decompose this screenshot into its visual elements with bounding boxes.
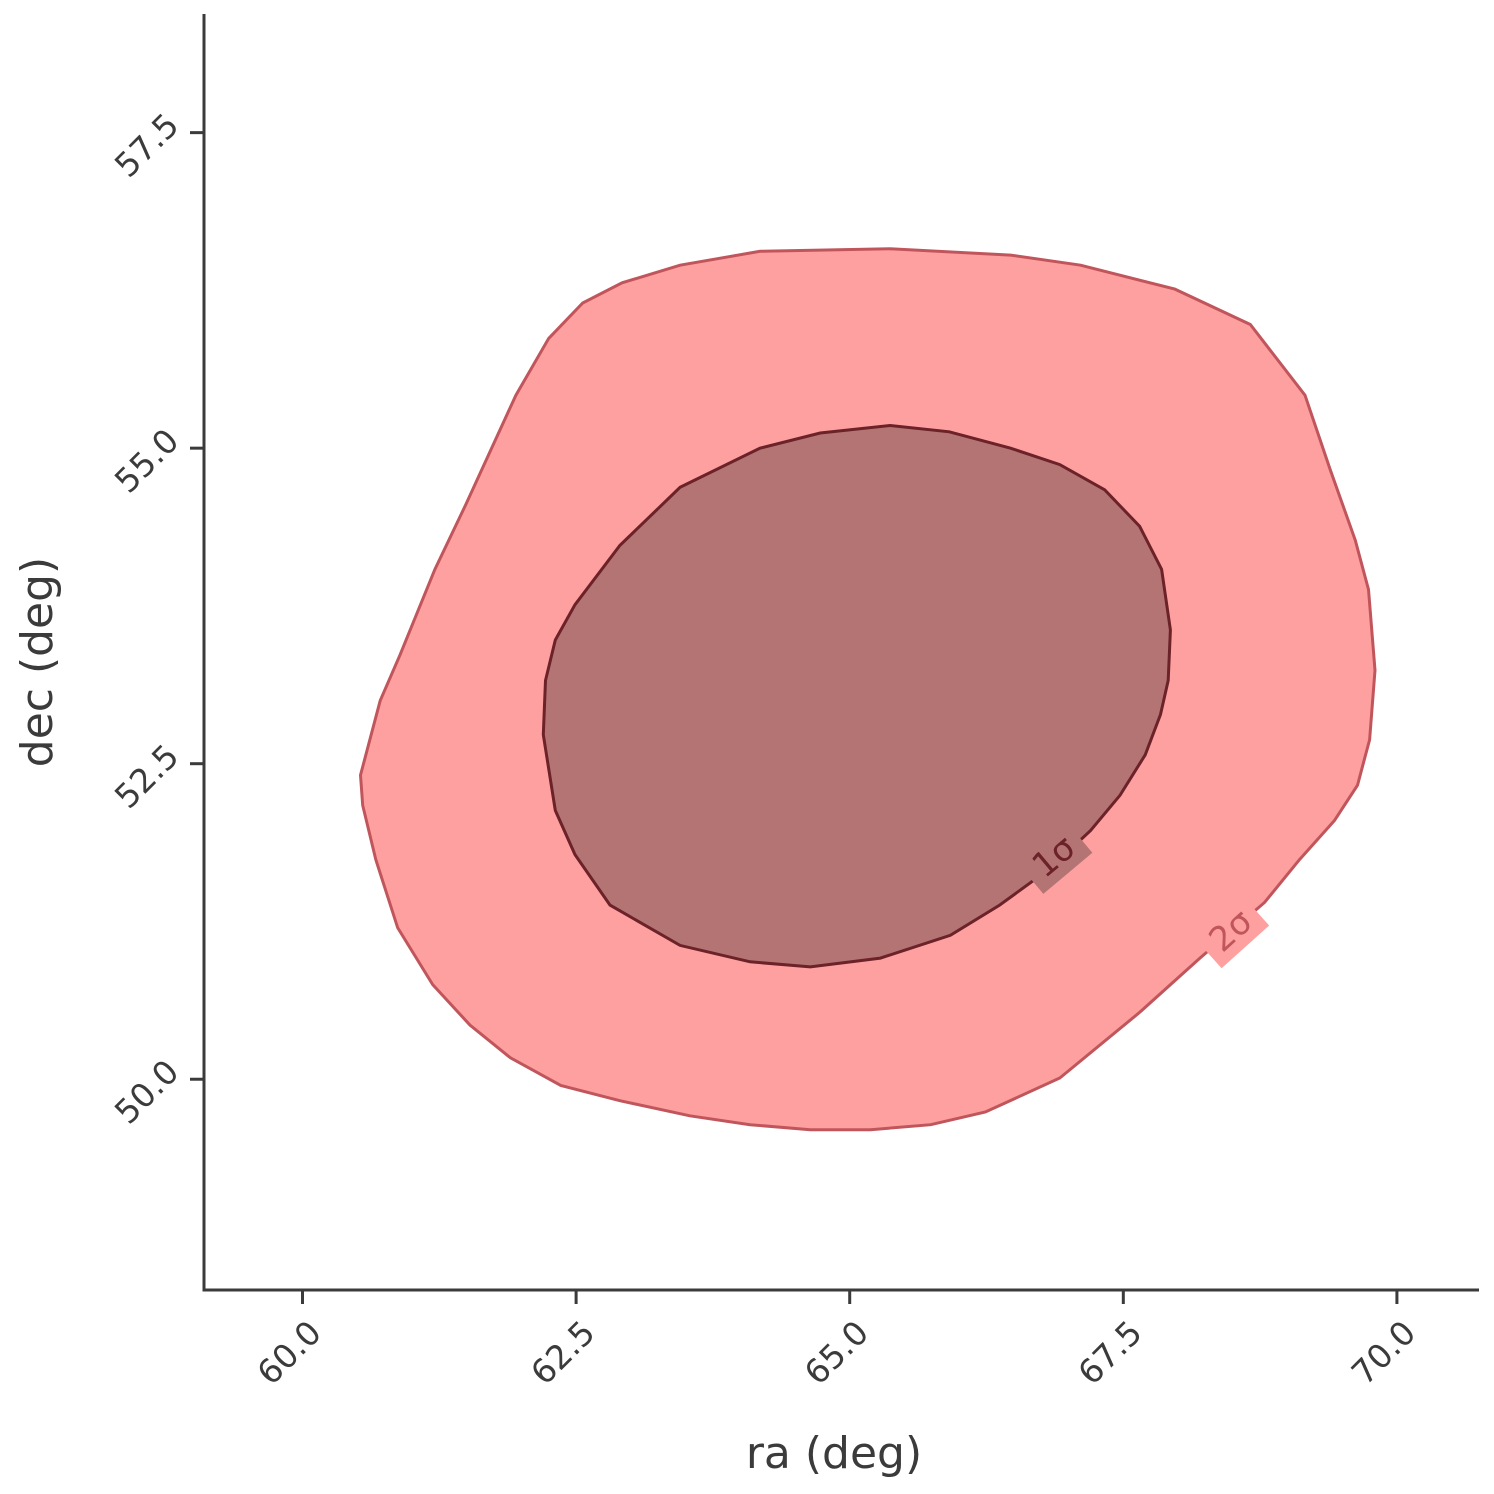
y-tick-label: 50.0	[107, 1052, 187, 1132]
x-tick-label: 65.0	[797, 1313, 877, 1393]
x-tick-label: 67.5	[1070, 1313, 1150, 1393]
y-tick-label: 55.0	[107, 421, 187, 501]
x-axis-title: ra (deg)	[746, 1428, 922, 1479]
y-tick-label: 57.5	[107, 105, 187, 185]
contour-label-gap	[1017, 822, 1093, 894]
x-tick-label: 62.5	[523, 1313, 603, 1393]
y-axis-title: dec (deg)	[12, 557, 63, 767]
contour-region	[541, 423, 1172, 969]
contour-label-gap	[1194, 895, 1270, 969]
y-tick-label: 52.5	[107, 736, 187, 816]
x-tick-label: 70.0	[1344, 1313, 1424, 1393]
x-tick-label: 60.0	[249, 1313, 329, 1393]
